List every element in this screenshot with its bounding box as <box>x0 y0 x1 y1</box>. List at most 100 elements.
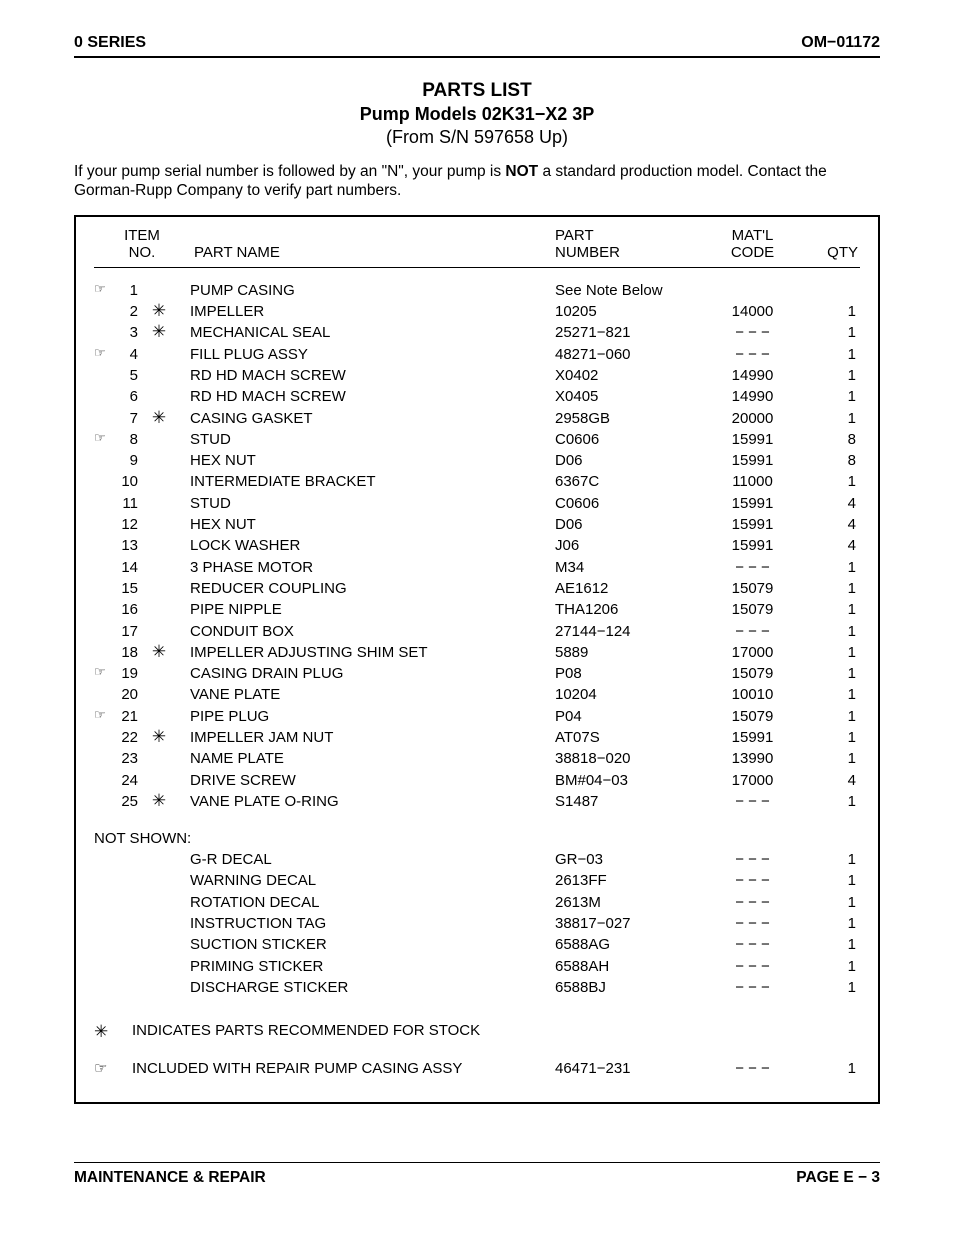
row-matl-code: − − − <box>705 913 800 934</box>
row-part-name: RD HD MACH SCREW <box>174 365 555 386</box>
row-item-no: 18 <box>114 642 144 663</box>
row-part-number: 48271−060 <box>555 344 705 365</box>
row-qty: 4 <box>800 535 860 556</box>
page-footer: MAINTENANCE & REPAIR PAGE E − 3 <box>74 1162 880 1187</box>
row-stock-icon: ✳ <box>144 727 174 748</box>
row-matl-code: 15079 <box>705 706 800 727</box>
row-pointer-icon <box>94 770 114 791</box>
row-stock-icon <box>144 870 174 891</box>
row-part-number: THA1206 <box>555 599 705 620</box>
row-part-name: HEX NUT <box>174 514 555 535</box>
row-part-number: See Note Below <box>555 280 705 301</box>
row-item-no: 25 <box>114 791 144 812</box>
row-matl-code: − − − <box>705 791 800 812</box>
row-part-number: X0405 <box>555 386 705 407</box>
legend-assy-matl: − − − <box>705 1058 800 1079</box>
table-row: 20VANE PLATE10204100101 <box>94 684 860 705</box>
row-item-no <box>114 849 144 870</box>
col-partname-text: PART NAME <box>194 244 280 261</box>
table-row: 2✳IMPELLER10205140001 <box>94 301 860 322</box>
row-part-name: PIPE PLUG <box>174 706 555 727</box>
row-matl-code: 15079 <box>705 578 800 599</box>
row-part-number: 6367C <box>555 471 705 492</box>
row-matl-code: 14000 <box>705 301 800 322</box>
table-row: PRIMING STICKER6588AH− − −1 <box>94 956 860 977</box>
table-row: 3✳MECHANICAL SEAL25271−821− − −1 <box>94 322 860 343</box>
row-pointer-icon: ☞ <box>94 663 114 684</box>
row-matl-code: 20000 <box>705 408 800 429</box>
row-part-name: CONDUIT BOX <box>174 621 555 642</box>
row-item-no <box>114 934 144 955</box>
title-line2: Pump Models 02K31−X2 3P <box>74 104 880 125</box>
table-row: 7✳CASING GASKET2958GB200001 <box>94 408 860 429</box>
row-stock-icon: ✳ <box>144 791 174 812</box>
row-part-number: AE1612 <box>555 578 705 599</box>
header-left: 0 SERIES <box>74 34 146 52</box>
col-partname: PART NAME <box>190 227 555 261</box>
table-row: 9HEX NUTD06159918 <box>94 450 860 471</box>
row-pointer-icon <box>94 642 114 663</box>
legend-stock-matl <box>705 1020 800 1044</box>
table-row: 10INTERMEDIATE BRACKET6367C110001 <box>94 471 860 492</box>
row-part-number: AT07S <box>555 727 705 748</box>
row-qty: 1 <box>800 934 860 955</box>
row-qty: 4 <box>800 493 860 514</box>
row-qty: 1 <box>800 748 860 769</box>
row-part-name: HEX NUT <box>174 450 555 471</box>
legend-assy-qty: 1 <box>800 1058 860 1079</box>
row-part-number: 38817−027 <box>555 913 705 934</box>
row-qty: 1 <box>800 344 860 365</box>
row-part-name: RD HD MACH SCREW <box>174 386 555 407</box>
title-block: PARTS LIST Pump Models 02K31−X2 3P (From… <box>74 80 880 148</box>
col-matl: MAT'L CODE <box>705 227 800 261</box>
row-qty: 1 <box>800 706 860 727</box>
row-stock-icon <box>144 280 174 301</box>
col-qty-text: QTY <box>827 244 858 261</box>
title-line3: (From S/N 597658 Up) <box>74 127 880 148</box>
row-matl-code: 15079 <box>705 599 800 620</box>
row-qty: 1 <box>800 642 860 663</box>
row-pointer-icon <box>94 684 114 705</box>
row-part-number: M34 <box>555 557 705 578</box>
row-item-no: 13 <box>114 535 144 556</box>
row-stock-icon <box>144 913 174 934</box>
row-stock-icon <box>144 934 174 955</box>
row-part-number: 6588BJ <box>555 977 705 998</box>
row-item-no: 14 <box>114 557 144 578</box>
table-row: ☞1PUMP CASINGSee Note Below <box>94 280 860 301</box>
row-part-name: PRIMING STICKER <box>174 956 555 977</box>
row-item-no: 4 <box>114 344 144 365</box>
legend: ✳ INDICATES PARTS RECOMMENDED FOR STOCK … <box>94 1020 860 1079</box>
table-row: WARNING DECAL2613FF− − −1 <box>94 870 860 891</box>
row-pointer-icon <box>94 471 114 492</box>
row-item-no: 5 <box>114 365 144 386</box>
col-qty: QTY <box>800 227 860 261</box>
table-row: 143 PHASE MOTORM34− − −1 <box>94 557 860 578</box>
row-item-no: 6 <box>114 386 144 407</box>
row-stock-icon: ✳ <box>144 301 174 322</box>
row-matl-code: − − − <box>705 344 800 365</box>
legend-stock-mark: ✳ <box>94 1020 120 1044</box>
legend-stock-pnum <box>555 1020 705 1044</box>
row-matl-code: − − − <box>705 870 800 891</box>
row-part-number: D06 <box>555 450 705 471</box>
intro-text: If your pump serial number is followed b… <box>74 162 880 201</box>
row-stock-icon: ✳ <box>144 408 174 429</box>
legend-stock-qty <box>800 1020 860 1044</box>
row-item-no: 22 <box>114 727 144 748</box>
row-part-name: LOCK WASHER <box>174 535 555 556</box>
row-item-no: 3 <box>114 322 144 343</box>
table-row: 23NAME PLATE38818−020139901 <box>94 748 860 769</box>
table-row: 13LOCK WASHERJ06159914 <box>94 535 860 556</box>
row-part-name: G-R DECAL <box>174 849 555 870</box>
row-matl-code: 14990 <box>705 386 800 407</box>
row-part-number: J06 <box>555 535 705 556</box>
row-qty: 1 <box>800 578 860 599</box>
row-pointer-icon <box>94 977 114 998</box>
row-matl-code: − − − <box>705 621 800 642</box>
row-part-number: BM#04−03 <box>555 770 705 791</box>
row-part-number: 2613FF <box>555 870 705 891</box>
row-qty: 8 <box>800 450 860 471</box>
row-pointer-icon <box>94 322 114 343</box>
page-header: 0 SERIES OM−01172 <box>74 34 880 52</box>
